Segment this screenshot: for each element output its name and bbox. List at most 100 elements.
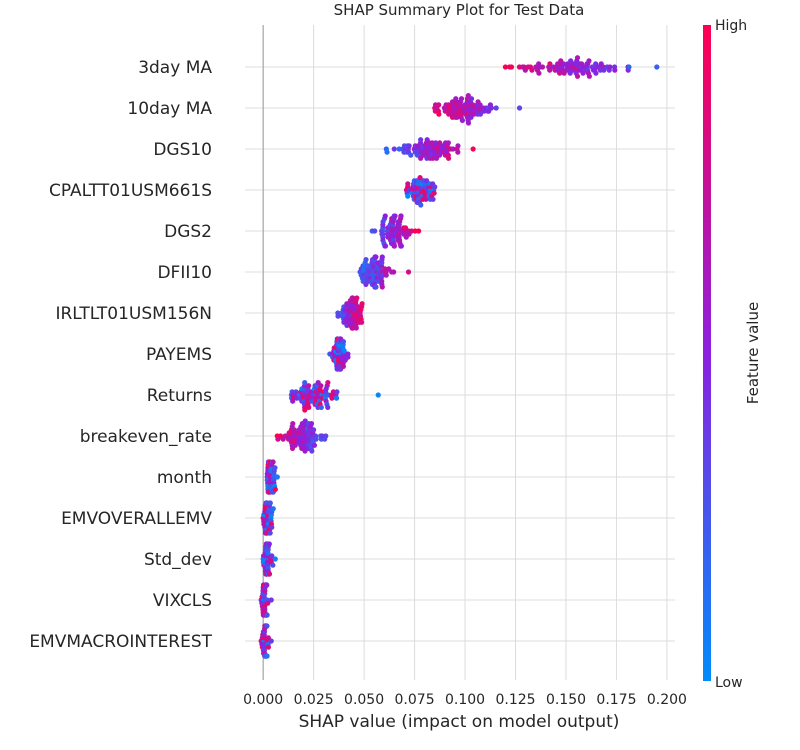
shap-point (567, 70, 573, 76)
shap-point (398, 243, 404, 249)
shap-point (405, 269, 412, 275)
shap-point (359, 319, 365, 325)
shap-point (560, 61, 567, 67)
feature-label: CPALTT01USM661S (49, 181, 212, 201)
feature-label: VIXCLS (153, 591, 212, 611)
shap-point (561, 70, 567, 76)
x-tick-label: 0.175 (596, 692, 636, 708)
shap-point (311, 427, 317, 433)
shap-point (340, 363, 346, 369)
shap-point (417, 175, 423, 181)
shap-point (272, 465, 278, 471)
shap-point (405, 181, 411, 187)
shap-point (267, 500, 273, 506)
shap-point (607, 64, 613, 70)
shap-point (418, 137, 424, 143)
shap-point (272, 556, 278, 562)
colorbar (703, 25, 711, 681)
shap-point (455, 143, 461, 149)
shap-point (318, 383, 324, 389)
shap-point (302, 380, 308, 386)
x-tick-label: 0.075 (395, 692, 435, 708)
shap-point (557, 70, 563, 76)
shap-point (353, 325, 359, 331)
shap-point (547, 67, 553, 73)
shap-point (269, 524, 275, 530)
x-tick-label: 0.100 (445, 692, 485, 708)
feature-label: 3day MA (138, 58, 212, 78)
shap-point (529, 67, 535, 73)
shap-point (306, 383, 312, 389)
shap-point (270, 506, 276, 512)
shap-point (654, 64, 660, 70)
shap-point (373, 284, 379, 290)
shap-point (272, 486, 278, 492)
feature-label: 10day MA (127, 99, 212, 119)
shap-point (423, 196, 429, 202)
shap-point (264, 653, 270, 659)
shap-point (291, 427, 297, 433)
shap-point (406, 143, 412, 149)
shap-point (539, 64, 546, 70)
shap-point (329, 395, 335, 401)
shap-point (493, 105, 499, 111)
x-tick-label: 0.125 (495, 692, 535, 708)
shap-point (383, 272, 389, 278)
shap-point (379, 284, 385, 290)
shap-point (408, 152, 414, 158)
shap-point (302, 448, 308, 454)
feature-label: month (157, 468, 212, 488)
shap-point (593, 70, 599, 76)
shap-point (574, 55, 581, 61)
shap-point (323, 433, 329, 439)
shap-point (580, 70, 586, 76)
shap-point (354, 295, 360, 301)
shap-point (468, 96, 475, 102)
x-tick-label: 0.050 (344, 692, 384, 708)
shap-point (375, 392, 381, 398)
shap-point (450, 146, 456, 152)
chart-title: SHAP Summary Plot for Test Data (334, 1, 585, 19)
feature-label: Std_dev (144, 550, 212, 570)
shap-point (433, 140, 439, 146)
shap-point (458, 96, 465, 102)
shap-point (465, 120, 472, 126)
shap-point (334, 389, 340, 395)
shap-point (290, 421, 296, 427)
shap-point (268, 638, 274, 644)
shap-point (335, 313, 341, 319)
colorbar-title: Feature value (744, 302, 762, 404)
shap-point (264, 623, 270, 629)
shap-point (264, 582, 270, 588)
shap-point (405, 193, 411, 199)
shap-point (266, 541, 272, 547)
shap-point (488, 105, 494, 111)
shap-point (612, 67, 618, 73)
shap-point (306, 404, 312, 410)
shap-point (516, 105, 523, 111)
shap-point (391, 243, 398, 249)
shap-point (270, 562, 276, 568)
shap-point (265, 644, 272, 650)
shap-point (313, 436, 319, 442)
shap-point (465, 93, 471, 99)
shap-point (309, 448, 315, 454)
feature-label: DGS2 (164, 222, 212, 242)
feature-label: PAYEMS (146, 345, 212, 365)
shap-point (626, 64, 632, 70)
shap-point (586, 73, 592, 79)
shap-point (416, 228, 422, 234)
shap-point (477, 102, 483, 108)
shap-point (470, 146, 476, 152)
shap-point (359, 301, 365, 307)
shap-point (264, 612, 270, 618)
x-axis-label: SHAP value (impact on model output) (299, 712, 620, 732)
feature-label: EMVMACROINTEREST (29, 632, 212, 652)
x-axis-ticks: 0.000 0.025 0.050 0.075 0.100 0.125 0.150 0.175… (243, 692, 687, 708)
shap-point (445, 155, 452, 161)
shap-point (269, 553, 275, 559)
feature-label: DGS10 (153, 140, 212, 160)
shap-point (373, 254, 379, 260)
shap-point (432, 184, 438, 190)
